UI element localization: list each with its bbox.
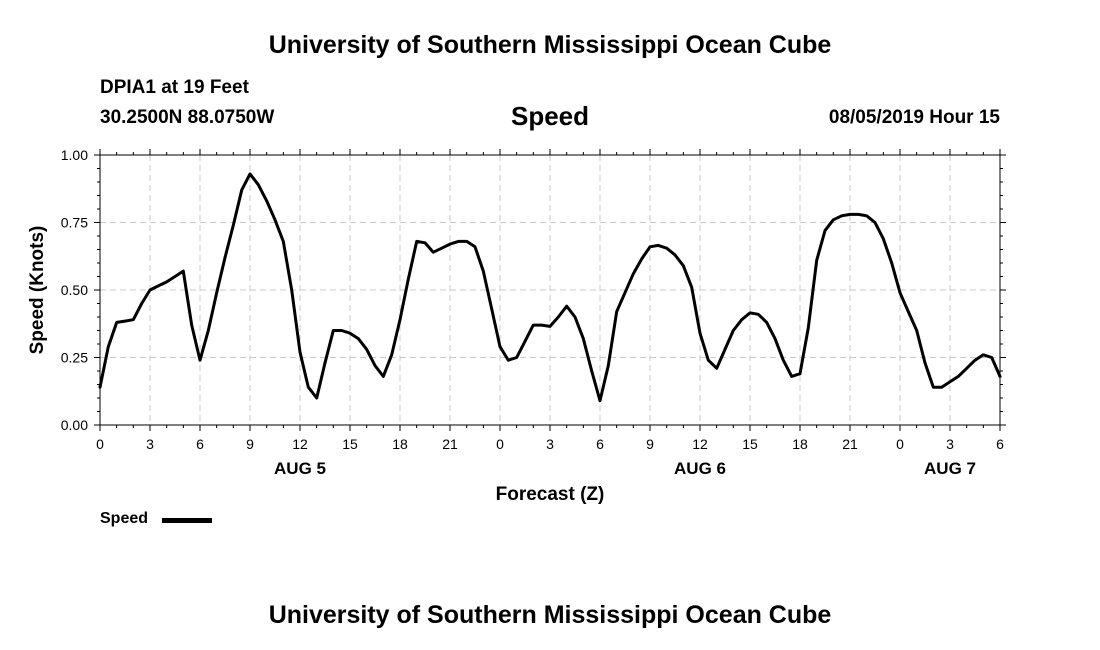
x-tick-label: 0 — [96, 436, 104, 452]
x-tick-label: 21 — [442, 436, 458, 452]
x-axis-label: Forecast (Z) — [496, 484, 605, 505]
x-tick-label: 3 — [546, 436, 554, 452]
legend-label: Speed — [100, 510, 149, 527]
coordinates-label: 30.2500N 88.0750W — [100, 107, 275, 128]
x-tick-label: 15 — [342, 436, 358, 452]
x-tick-label: 9 — [246, 436, 254, 452]
date-label: AUG 5 — [274, 459, 326, 478]
x-tick-label: 12 — [692, 436, 708, 452]
chart-title: Speed — [510, 101, 590, 131]
y-tick-label: 0.25 — [61, 350, 88, 366]
y-axis-label: Speed (Knots) — [27, 226, 48, 355]
x-tick-label: 6 — [196, 436, 204, 452]
x-tick-label: 0 — [496, 436, 504, 452]
y-tick-label: 0.00 — [61, 417, 88, 433]
page-title-bottom: University of Southern Mississippi Ocean… — [268, 601, 832, 629]
legend-swatch — [162, 518, 212, 523]
x-tick-label: 18 — [792, 436, 808, 452]
timestamp-label: 08/05/2019 Hour 15 — [828, 107, 1000, 128]
x-tick-label: 21 — [842, 436, 858, 452]
date-label: AUG 6 — [674, 459, 726, 478]
y-tick-label: 0.75 — [61, 215, 88, 231]
x-tick-label: 6 — [996, 436, 1004, 452]
x-tick-label: 18 — [392, 436, 408, 452]
x-tick-label: 3 — [146, 436, 154, 452]
x-tick-label: 15 — [742, 436, 758, 452]
x-tick-label: 0 — [896, 436, 904, 452]
x-tick-label: 9 — [646, 436, 654, 452]
x-tick-label: 12 — [292, 436, 308, 452]
x-tick-label: 6 — [596, 436, 604, 452]
y-tick-label: 1.00 — [61, 147, 88, 163]
x-tick-label: 3 — [946, 436, 954, 452]
y-tick-label: 0.50 — [61, 282, 88, 298]
date-label: AUG 7 — [924, 459, 976, 478]
series-line-speed — [98, 172, 1002, 403]
page-title-top: University of Southern Mississippi Ocean… — [268, 31, 832, 59]
station-label: DPIA1 at 19 Feet — [100, 77, 249, 98]
